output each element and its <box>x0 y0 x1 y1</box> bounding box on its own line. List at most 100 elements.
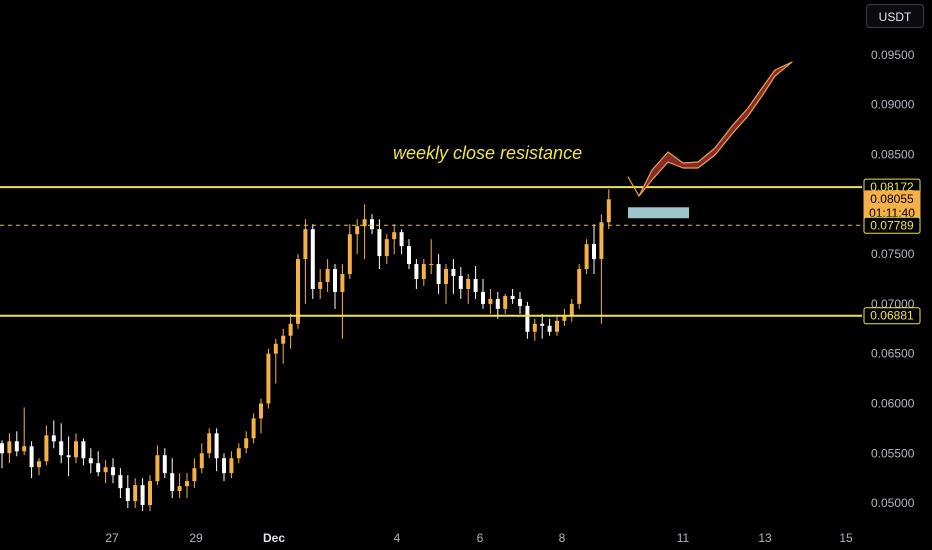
candle-body <box>296 259 300 324</box>
time-tick: 13 <box>758 531 772 545</box>
candle-body <box>74 441 78 458</box>
candle-body <box>392 232 397 240</box>
candle-body <box>214 433 219 459</box>
candle-body <box>318 281 323 289</box>
candles-layer <box>0 189 611 512</box>
candle-body <box>125 488 130 502</box>
price-tick: 0.09500 <box>871 48 915 62</box>
candle-body <box>562 315 567 321</box>
candle-body <box>481 291 485 304</box>
current-price-label-text: 01:11:40 <box>869 206 915 220</box>
candle-body <box>458 275 463 289</box>
candle-body <box>111 467 115 476</box>
candle-body <box>37 461 41 468</box>
candle-body <box>222 458 226 474</box>
candle-body <box>421 264 426 279</box>
current-price-label-text: 0.08055 <box>870 192 914 206</box>
candle-body <box>347 234 352 275</box>
drawings-layer <box>0 61 862 317</box>
support-price-label-bg <box>863 307 921 325</box>
candle-body <box>96 463 101 473</box>
candle-body <box>429 264 434 266</box>
candle-body <box>22 446 27 452</box>
time-tick: 11 <box>677 531 690 545</box>
support-price-label-text: 0.06881 <box>870 309 914 323</box>
dashed-price-label: 0.07789 <box>863 216 921 234</box>
candle-body <box>333 269 337 292</box>
candle-body <box>236 448 241 459</box>
candle-body <box>118 475 123 489</box>
candle-body <box>207 433 212 454</box>
candle-body <box>325 269 330 282</box>
currency-button[interactable]: USDT <box>866 4 924 28</box>
price-tick: 0.09000 <box>871 98 915 112</box>
candle-body <box>384 239 389 257</box>
candle-body <box>0 443 4 454</box>
candle-body <box>148 481 152 506</box>
resistance-annotation: weekly close resistance <box>393 143 583 163</box>
candle-body <box>569 303 574 316</box>
candle-body <box>7 441 12 454</box>
candle-body <box>244 438 249 449</box>
dashed-price-label-text: 0.07789 <box>870 218 914 232</box>
candle-body <box>436 264 441 284</box>
candle-body <box>266 353 271 404</box>
candle-body <box>140 485 145 506</box>
projection-path <box>627 61 793 197</box>
candle-body <box>310 229 315 289</box>
candle-body <box>66 455 71 458</box>
candle-body <box>518 298 522 306</box>
candle-body <box>362 219 367 227</box>
entry-zone <box>628 207 689 219</box>
candle-body <box>259 403 263 419</box>
candle-body <box>44 435 49 462</box>
candle-body <box>133 485 138 502</box>
candle-body <box>229 458 234 474</box>
candle-body <box>555 320 559 332</box>
candle-body <box>251 418 256 439</box>
candle-body <box>185 481 189 487</box>
candle-body <box>170 473 175 492</box>
candle-body <box>473 278 478 292</box>
candle-body <box>547 325 552 332</box>
candle-body <box>155 455 160 482</box>
candle-body <box>370 219 374 230</box>
candle-body <box>162 455 167 474</box>
candle-body <box>599 222 604 260</box>
candle-body <box>192 468 197 482</box>
candle-body <box>466 278 471 289</box>
candle-body <box>88 458 93 464</box>
candle-body <box>340 274 345 292</box>
candle-body <box>51 435 56 442</box>
candle-body <box>29 446 34 468</box>
time-tick: 8 <box>559 531 566 545</box>
candle-body <box>444 269 448 284</box>
price-tick: 0.06000 <box>871 396 915 410</box>
candle-body <box>103 467 108 473</box>
candle-body <box>288 323 293 336</box>
time-tick: 6 <box>477 531 484 545</box>
price-tick: 0.05500 <box>871 446 915 460</box>
candle-body <box>451 269 456 276</box>
candle-body <box>510 295 515 299</box>
candle-body <box>584 244 589 270</box>
price-tick: 0.06500 <box>871 347 915 361</box>
candle-body <box>281 335 286 344</box>
candle-body <box>407 246 411 265</box>
price-axis: 0.095000.090000.085000.075000.070000.065… <box>871 48 915 510</box>
support-price-label: 0.06881 <box>863 307 921 325</box>
candle-body <box>199 453 204 469</box>
candle-body <box>606 199 611 223</box>
time-tick: 29 <box>189 531 203 545</box>
time-axis: 27 29 Dec 4 6 8 11 13 15 <box>105 531 853 545</box>
candle-body <box>377 229 382 257</box>
candle-body <box>414 264 419 279</box>
candle-body <box>532 323 537 332</box>
time-tick: 15 <box>839 531 853 545</box>
candle-body <box>592 244 596 260</box>
time-tick: 27 <box>105 531 119 545</box>
dashed-price-label-bg <box>863 216 921 234</box>
candle-body <box>303 229 308 260</box>
